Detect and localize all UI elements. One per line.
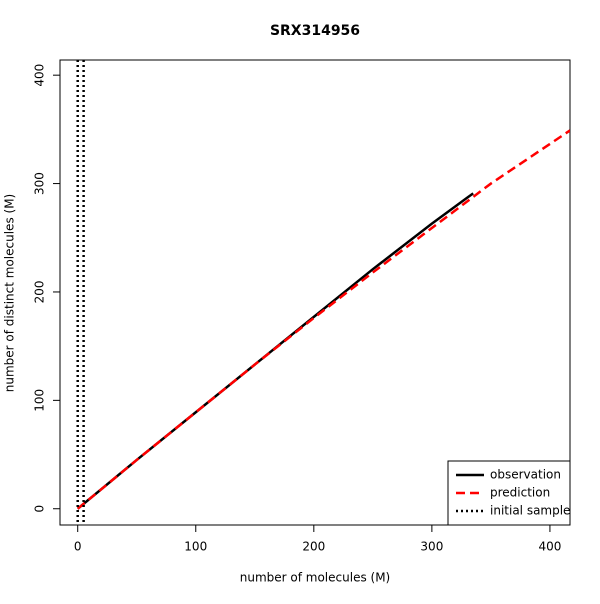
x-axis-label: number of molecules (M) xyxy=(240,571,390,585)
y-tick-label: 0 xyxy=(33,505,47,513)
legend-label: initial sample xyxy=(490,504,570,518)
x-tick-label: 100 xyxy=(184,540,207,554)
x-tick-label: 200 xyxy=(302,540,325,554)
x-tick-label: 300 xyxy=(420,540,443,554)
y-axis-label: number of distinct molecules (M) xyxy=(3,194,17,392)
x-tick-label: 0 xyxy=(74,540,82,554)
y-tick-label: 400 xyxy=(33,64,47,87)
legend-label: prediction xyxy=(490,486,550,500)
series-line xyxy=(76,129,570,510)
plot-frame xyxy=(59,59,571,526)
y-tick-label: 100 xyxy=(33,389,47,412)
y-tick-label: 200 xyxy=(33,281,47,304)
series-line xyxy=(76,192,474,510)
x-tick-label: 400 xyxy=(538,540,561,554)
chart-title: SRX314956 xyxy=(270,23,360,39)
legend-box xyxy=(447,460,571,526)
legend-label: observation xyxy=(490,468,561,482)
y-tick-label: 300 xyxy=(33,172,47,195)
